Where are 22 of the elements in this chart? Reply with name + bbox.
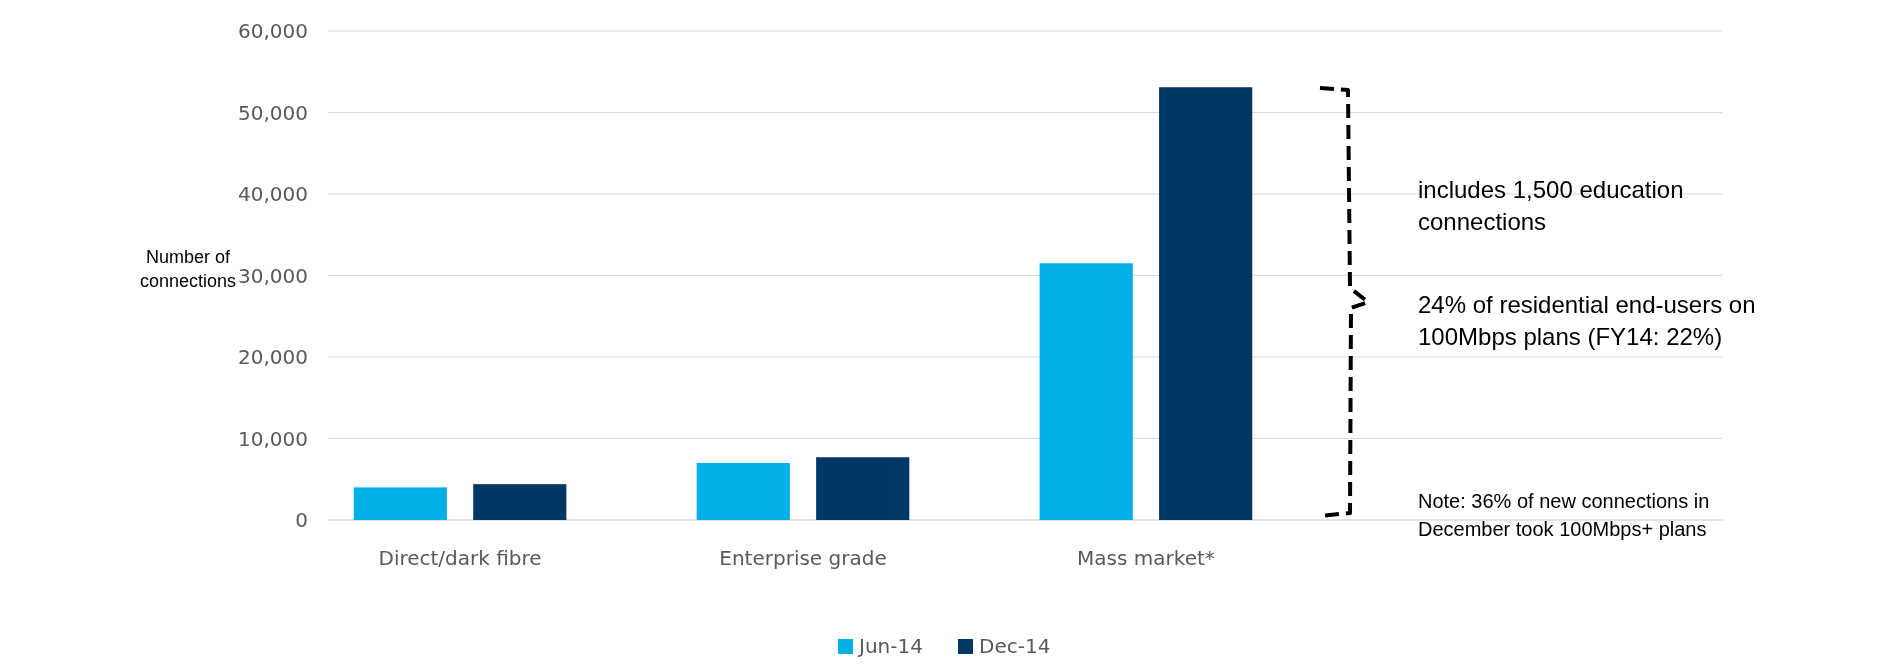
- text: 24% of residential end-users on 100Mbps plans (FY14: 22%): [1418, 291, 1756, 350]
- legend-label: Jun-14: [857, 634, 923, 658]
- y-tick-label: 30,000: [238, 263, 308, 288]
- text: includes 1,500 education connections: [1418, 176, 1684, 235]
- y-tick-label: 0: [295, 508, 308, 532]
- bar: [1159, 87, 1253, 520]
- x-tick-label: Direct/dark fibre: [378, 546, 542, 570]
- y-tick-label: 10,000: [238, 426, 308, 451]
- y-tick-label: 20,000: [238, 345, 308, 369]
- x-tick-label: Mass market*: [1077, 546, 1215, 570]
- text: Note: 36% of new connections in December took 100Mbps+ plans: [1418, 490, 1710, 540]
- y-tick-label: 40,000: [238, 182, 308, 206]
- bar: [353, 487, 447, 520]
- bar: [473, 484, 567, 520]
- y-axis-title: Number of connections: [139, 247, 237, 291]
- x-tick-label: Enterprise grade: [719, 546, 887, 570]
- bar: [696, 462, 790, 520]
- bar: [1039, 263, 1133, 520]
- y-tick-label: 60,000: [238, 19, 308, 43]
- y-tick-label: 50,000: [238, 100, 308, 125]
- legend-label: Dec-14: [979, 634, 1051, 658]
- bar: [816, 457, 910, 520]
